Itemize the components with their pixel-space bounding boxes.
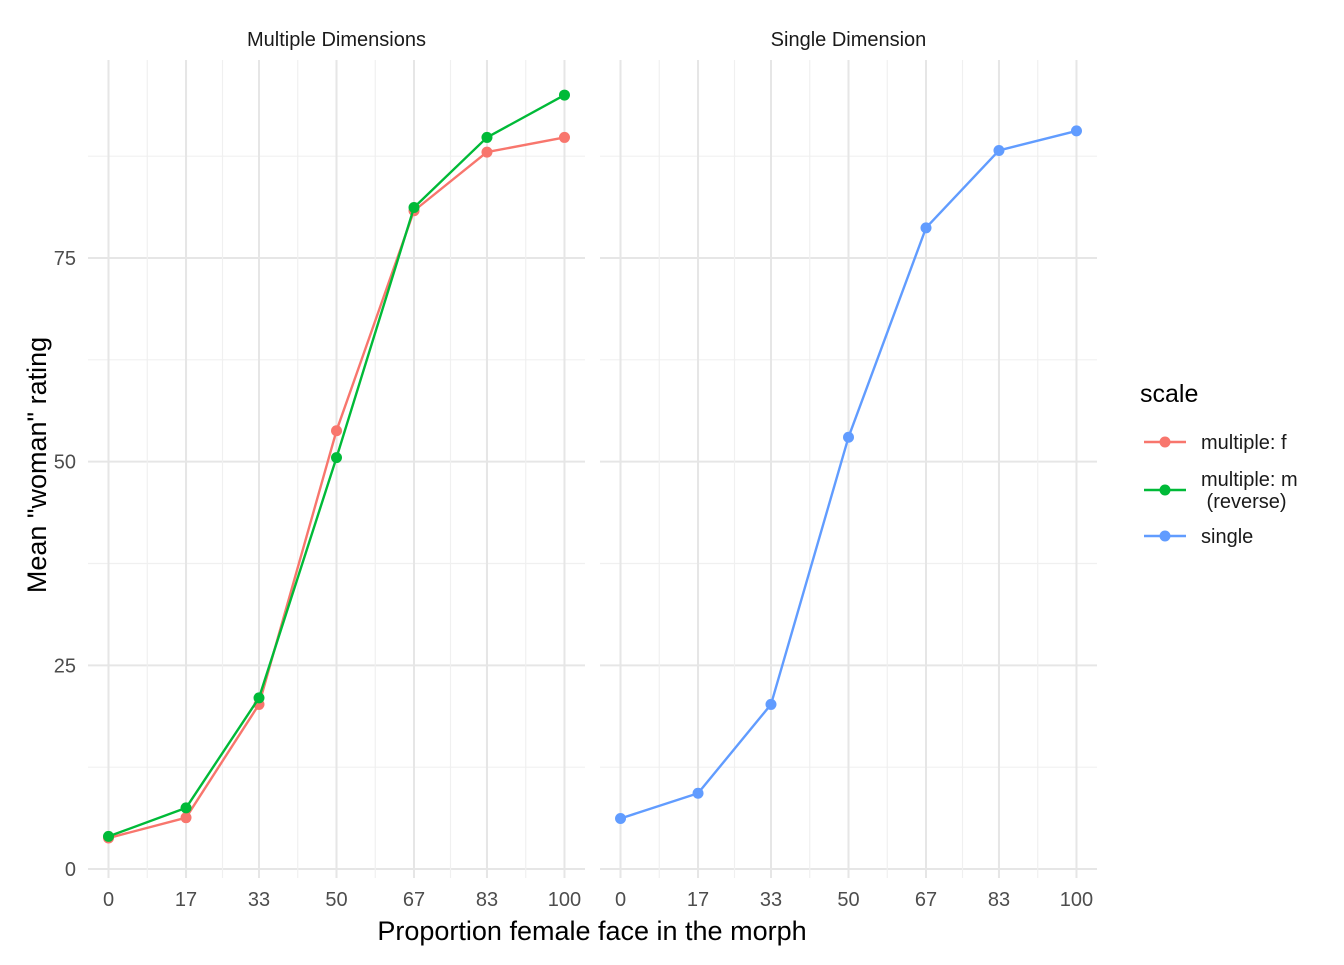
x-tick-label: 17 — [687, 889, 709, 911]
x-tick-label: 50 — [837, 889, 859, 911]
legend-title: scale — [1140, 380, 1198, 408]
x-tick-label: 33 — [760, 889, 782, 911]
y-tick-label: 25 — [54, 655, 76, 677]
x-tick-label: 50 — [325, 889, 347, 911]
data-point — [180, 812, 192, 824]
y-tick-label: 50 — [54, 452, 76, 474]
data-point — [103, 830, 115, 842]
legend-key-point — [1159, 436, 1171, 448]
x-axis-title: Proportion female face in the morph — [377, 916, 806, 946]
data-point — [993, 144, 1005, 156]
legend-label: multiple: m (reverse) — [1201, 469, 1298, 513]
data-point — [843, 431, 854, 443]
data-point — [615, 812, 627, 824]
data-point — [765, 698, 777, 710]
data-point — [481, 131, 493, 143]
data-point — [558, 89, 570, 101]
y-axis-title: Mean "woman" rating — [22, 337, 52, 593]
data-point — [692, 787, 704, 799]
data-point — [331, 425, 342, 437]
legend-key-point — [1159, 484, 1171, 496]
x-tick-label: 67 — [403, 889, 425, 911]
data-point — [1070, 125, 1082, 137]
x-tick-label: 67 — [915, 889, 937, 911]
data-point — [920, 222, 932, 234]
x-tick-label: 100 — [1060, 889, 1093, 911]
legend: scale multiple: f multiple: m (reverse) si… — [1140, 380, 1298, 548]
x-tick-label: 83 — [476, 889, 498, 911]
facet-strip-label: Multiple Dimensions — [247, 29, 426, 51]
legend-key-point — [1159, 530, 1171, 542]
y-tick-label: 75 — [54, 248, 76, 270]
legend-label: multiple: f — [1201, 432, 1287, 454]
x-tick-label: 0 — [103, 889, 114, 911]
x-tick-label: 33 — [248, 889, 270, 911]
facet-strip-label: Single Dimension — [771, 29, 927, 51]
data-point — [481, 146, 493, 158]
y-tick-label: 0 — [65, 859, 76, 881]
x-tick-label: 0 — [615, 889, 626, 911]
data-point — [253, 692, 265, 704]
x-tick-label: 83 — [988, 889, 1010, 911]
data-point — [408, 201, 420, 213]
x-tick-label: 100 — [548, 889, 581, 911]
data-point — [558, 131, 570, 143]
data-point — [180, 802, 192, 814]
data-point — [331, 452, 342, 464]
legend-label: single — [1201, 526, 1253, 548]
x-tick-label: 17 — [175, 889, 197, 911]
